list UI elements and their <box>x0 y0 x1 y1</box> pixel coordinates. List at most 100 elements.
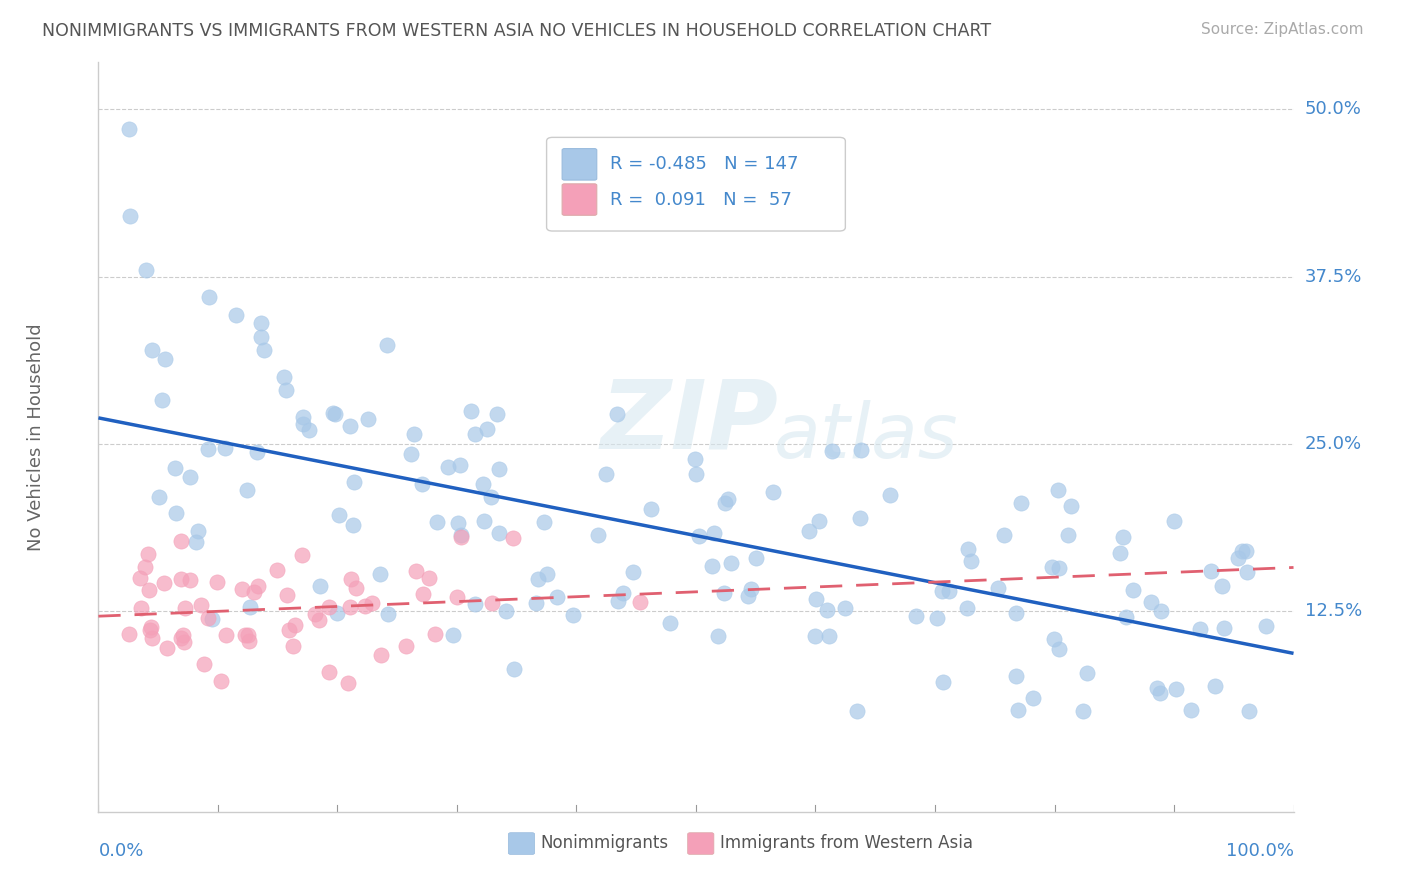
Point <box>808 514 831 528</box>
Point <box>118 122 141 136</box>
Point <box>595 467 617 481</box>
Point <box>197 611 219 625</box>
Text: Immigrants from Western Asia: Immigrants from Western Asia <box>720 834 973 852</box>
Point <box>284 617 307 632</box>
Point <box>1204 679 1226 693</box>
Point <box>1236 566 1258 580</box>
Point <box>762 485 785 500</box>
Point <box>357 412 380 426</box>
Text: R =  0.091   N =  57: R = 0.091 N = 57 <box>610 191 792 209</box>
Point <box>932 674 955 689</box>
Point <box>304 607 326 622</box>
Point <box>820 443 842 458</box>
Point <box>845 705 868 719</box>
Point <box>450 530 472 544</box>
Point <box>342 518 364 533</box>
Point <box>533 515 555 529</box>
Point <box>1005 669 1028 683</box>
Point <box>214 442 236 456</box>
Point <box>120 210 142 224</box>
Point <box>688 529 710 543</box>
Point <box>717 492 740 507</box>
Text: Source: ZipAtlas.com: Source: ZipAtlas.com <box>1201 22 1364 37</box>
Point <box>273 369 295 384</box>
Point <box>714 496 737 510</box>
Point <box>1056 528 1078 542</box>
Point <box>423 627 446 641</box>
Point <box>148 490 170 504</box>
Point <box>441 628 464 642</box>
Text: 50.0%: 50.0% <box>1305 100 1361 119</box>
Point <box>740 582 762 596</box>
Point <box>163 461 186 475</box>
Point <box>139 624 162 638</box>
Point <box>418 571 440 585</box>
Point <box>904 608 927 623</box>
Point <box>683 451 706 466</box>
Point <box>337 676 360 690</box>
Text: 100.0%: 100.0% <box>1226 842 1294 860</box>
Point <box>1005 606 1028 620</box>
Point <box>200 612 222 626</box>
Point <box>1256 619 1278 633</box>
Point <box>291 549 314 563</box>
Point <box>344 581 367 595</box>
Point <box>536 566 558 581</box>
Point <box>209 673 232 688</box>
Text: 12.5%: 12.5% <box>1305 602 1362 620</box>
Point <box>322 406 344 420</box>
Point <box>190 599 212 613</box>
Point <box>818 629 841 643</box>
Point <box>479 491 502 505</box>
Point <box>405 564 427 578</box>
Point <box>449 458 471 473</box>
Point <box>318 600 340 615</box>
Point <box>339 600 361 615</box>
Point <box>395 639 418 653</box>
Point <box>700 558 723 573</box>
Point <box>464 597 486 611</box>
Point <box>586 527 609 541</box>
Point <box>628 595 651 609</box>
Point <box>806 591 828 606</box>
Point <box>231 582 253 596</box>
Point <box>987 581 1010 595</box>
Point <box>375 338 398 352</box>
Point <box>156 640 179 655</box>
Point <box>1109 546 1132 560</box>
Point <box>640 502 662 516</box>
Point <box>401 447 423 461</box>
Point <box>607 593 630 607</box>
Point <box>1189 622 1212 636</box>
Point <box>253 343 276 358</box>
Point <box>309 579 332 593</box>
Point <box>1059 499 1081 513</box>
Point <box>236 627 259 641</box>
Point <box>152 575 174 590</box>
Point <box>353 599 375 613</box>
Point <box>527 573 550 587</box>
Point <box>1230 544 1253 558</box>
Point <box>233 628 256 642</box>
Point <box>308 614 330 628</box>
Point <box>464 426 486 441</box>
Point <box>343 475 366 489</box>
Point <box>495 605 517 619</box>
FancyBboxPatch shape <box>562 149 596 180</box>
Point <box>1140 595 1163 609</box>
Point <box>612 586 634 600</box>
Point <box>1071 705 1094 719</box>
Point <box>129 600 152 615</box>
Point <box>1122 583 1144 598</box>
Point <box>956 600 979 615</box>
Point <box>128 571 150 585</box>
Point <box>283 639 305 653</box>
Point <box>292 410 315 425</box>
Point <box>879 488 901 502</box>
Point <box>524 596 547 610</box>
Point <box>278 624 301 638</box>
Point <box>1213 621 1236 635</box>
Point <box>370 648 392 662</box>
Point <box>242 585 264 599</box>
Point <box>1201 564 1223 578</box>
